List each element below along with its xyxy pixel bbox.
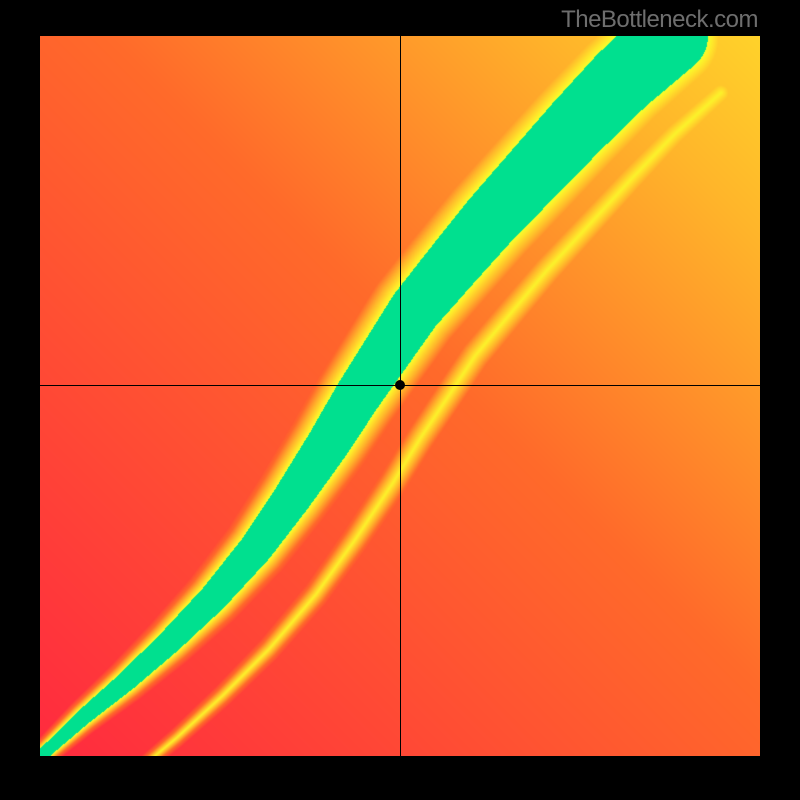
heatmap-canvas bbox=[40, 36, 760, 756]
watermark-text: TheBottleneck.com bbox=[561, 6, 758, 34]
heatmap-plot bbox=[40, 36, 760, 756]
chart-frame: TheBottleneck.com bbox=[0, 0, 800, 800]
